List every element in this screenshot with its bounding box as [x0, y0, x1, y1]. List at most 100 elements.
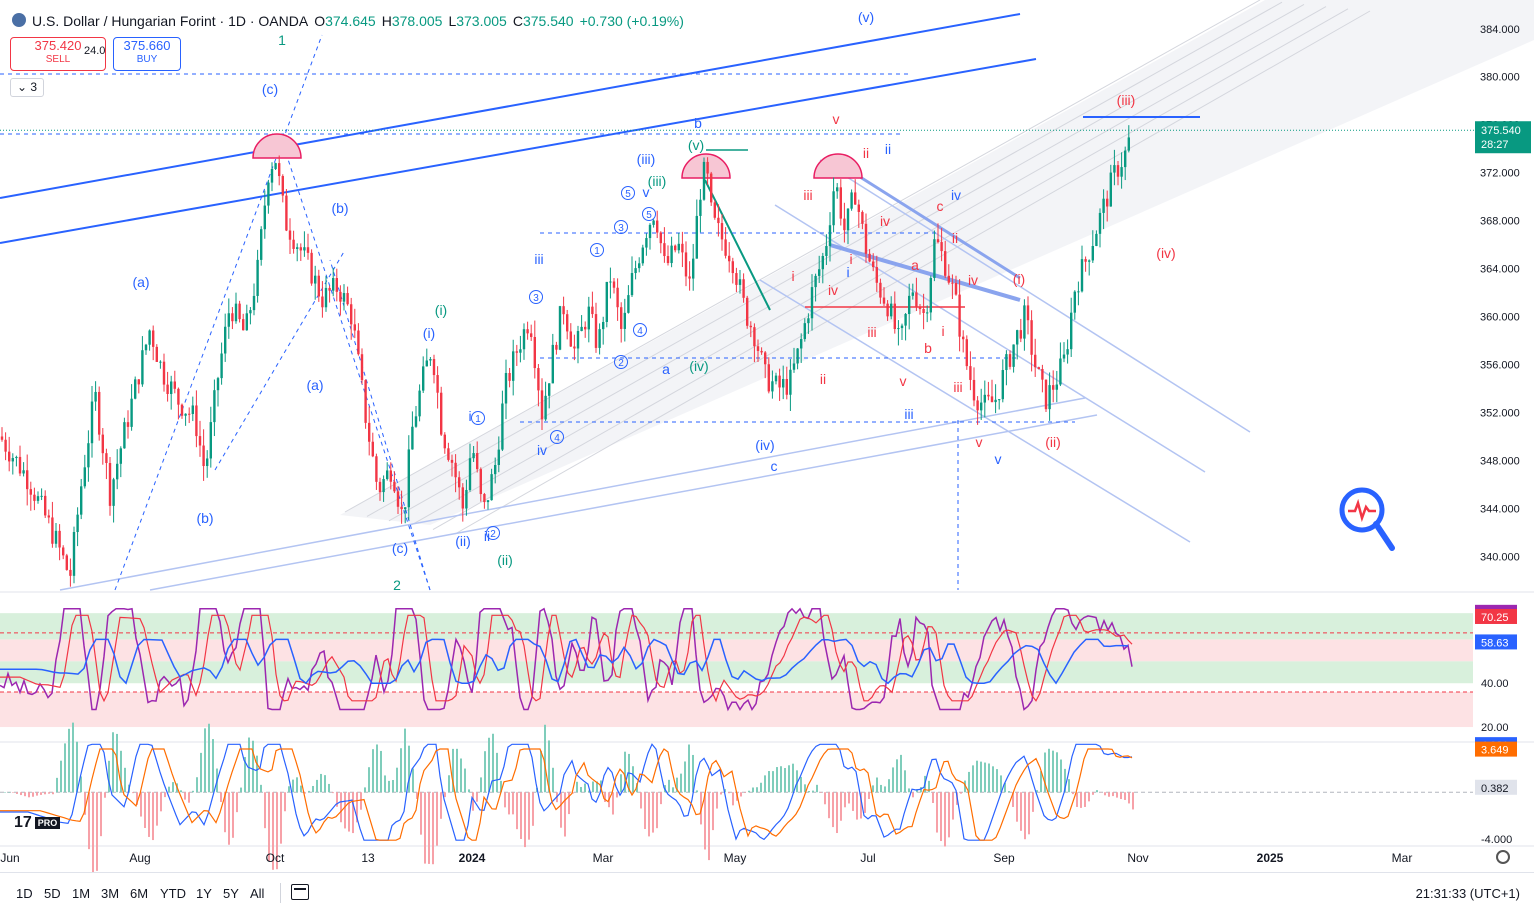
macd-hist: [76, 742, 78, 793]
wave-label: (iv): [755, 437, 774, 453]
macd-hist: [640, 792, 642, 808]
price-chart[interactable]: 1(v)(c)(b)(a)(a)(b)(c)2(i)(i)(ii)(ii)iii…: [0, 0, 1534, 872]
candle-body: [66, 555, 68, 570]
calendar-icon[interactable]: [291, 884, 309, 900]
wave-label: (a): [306, 377, 323, 393]
macd-hist: [456, 749, 458, 792]
candle-body: [926, 312, 928, 313]
candle-body: [746, 298, 748, 326]
tf-5y[interactable]: 5Y: [223, 886, 239, 901]
tf-3m[interactable]: 3M: [101, 886, 119, 901]
tf-all[interactable]: All: [250, 886, 264, 901]
candle-body: [552, 345, 554, 383]
macd-hist: [972, 765, 974, 792]
gear-icon[interactable]: [1496, 850, 1510, 864]
tf-1m[interactable]: 1M: [72, 886, 90, 901]
candle-body: [440, 393, 442, 435]
macd-hist: [1032, 792, 1034, 812]
circled-label: 5: [646, 210, 652, 221]
candle-body: [123, 422, 125, 448]
macd-hist: [492, 734, 494, 792]
candle-body: [375, 456, 377, 482]
candle-body: [400, 507, 402, 509]
candle-body: [1005, 354, 1007, 370]
macd-hist: [168, 787, 170, 793]
macd-hist: [156, 792, 158, 825]
macd-hist: [940, 792, 942, 841]
macd-hist: [892, 767, 894, 792]
circled-label: 2: [618, 358, 624, 369]
candle-body: [1023, 305, 1025, 338]
macd-hist: [312, 786, 314, 792]
candle-body: [602, 322, 604, 329]
tf-1y[interactable]: 1Y: [196, 886, 212, 901]
macd-hist: [464, 769, 466, 793]
candle-body: [814, 276, 816, 287]
wave-label: iii: [867, 324, 876, 340]
candle-body: [652, 221, 654, 225]
tf-ytd[interactable]: YTD: [160, 886, 186, 901]
candle-body: [717, 218, 719, 223]
circled-label: 5: [625, 189, 631, 200]
macd-hist: [824, 792, 826, 804]
candle-body: [858, 205, 860, 212]
price-tick: 384.000: [1480, 24, 1520, 36]
circled-label: 3: [533, 293, 539, 304]
candle-body: [357, 331, 359, 355]
candle-body: [688, 276, 690, 278]
candle-body: [393, 482, 395, 492]
macd-hist: [208, 724, 210, 793]
macd-hist: [184, 792, 186, 799]
candle-body: [480, 469, 482, 494]
symbol-title[interactable]: U.S. Dollar / Hungarian Forint · 1D · OA…: [32, 13, 308, 29]
macd-hist: [784, 768, 786, 792]
macd-hist: [68, 729, 70, 792]
candle-body: [933, 239, 935, 278]
candle-body: [184, 414, 186, 416]
candle-body: [451, 460, 453, 463]
candle-body: [19, 457, 21, 474]
magnifier-icon[interactable]: [1338, 486, 1398, 556]
buy-button[interactable]: 375.660 BUY: [113, 37, 181, 71]
candle-body: [782, 379, 784, 387]
candle-body: [134, 379, 136, 398]
candle-body: [674, 246, 676, 251]
candle-body: [861, 212, 863, 224]
tf-6m[interactable]: 6M: [130, 886, 148, 901]
macd-hist: [32, 792, 34, 797]
candle-body: [631, 273, 633, 295]
indicator-toggle[interactable]: ⌄ 3: [10, 78, 44, 97]
candle-body: [984, 395, 986, 403]
candle-body: [580, 327, 582, 331]
candle-body: [397, 491, 399, 506]
candle-body: [490, 474, 492, 500]
macd-hist: [1112, 792, 1114, 796]
time-tick: Aug: [129, 851, 150, 865]
macd-hist: [1028, 792, 1030, 834]
close-value: 375.540: [523, 13, 574, 29]
candle-body: [1034, 355, 1036, 367]
candle-body: [246, 313, 248, 330]
candle-body: [15, 457, 17, 458]
macd-hist: [776, 767, 778, 792]
wave-label: iii: [904, 406, 913, 422]
macd-hist: [288, 786, 290, 792]
wave-label: v: [833, 111, 840, 127]
macd-hist: [660, 792, 662, 804]
macd-hist: [512, 792, 514, 814]
macd-hist: [428, 792, 430, 864]
wave-label: (b): [196, 510, 213, 526]
wave-label: ii: [820, 371, 826, 387]
candle-body: [418, 391, 420, 417]
candle-body: [343, 293, 345, 302]
candle-body: [87, 443, 89, 467]
candle-body: [267, 183, 269, 206]
toolbar-divider: [280, 883, 281, 903]
tf-1d[interactable]: 1D: [16, 886, 33, 901]
clock[interactable]: 21:31:33 (UTC+1): [1416, 886, 1520, 901]
candle-body: [793, 363, 795, 369]
indicator-count: 3: [30, 80, 37, 94]
tf-5d[interactable]: 5D: [44, 886, 61, 901]
wave-label: (c): [392, 540, 408, 556]
